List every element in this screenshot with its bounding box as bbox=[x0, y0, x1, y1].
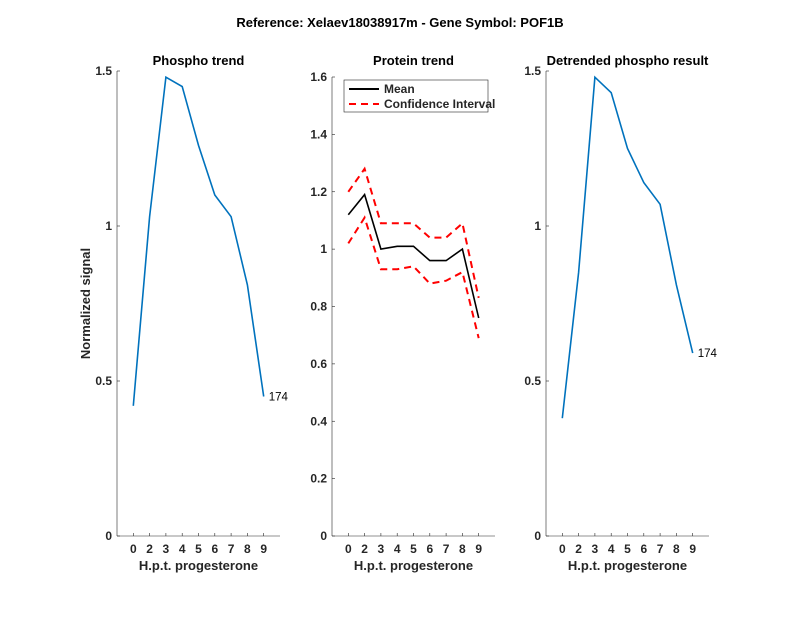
x-tick-label: 8 bbox=[244, 542, 251, 556]
y-tick-label: 1 bbox=[105, 219, 112, 233]
x-tick-label: 6 bbox=[640, 542, 647, 556]
x-tick-label: 2 bbox=[361, 542, 368, 556]
y-tick-label: 1 bbox=[320, 242, 327, 256]
x-tick-label: 6 bbox=[211, 542, 218, 556]
y-tick-label: 0 bbox=[534, 529, 541, 543]
legend-label: Confidence Interval bbox=[384, 97, 495, 111]
x-tick-label: 3 bbox=[163, 542, 170, 556]
x-tick-label: 9 bbox=[475, 542, 482, 556]
series-line-2 bbox=[347, 166, 480, 299]
x-axis-label: H.p.t. progesterone bbox=[139, 558, 258, 573]
x-tick-label: 0 bbox=[345, 542, 352, 556]
x-tick-label: 9 bbox=[260, 542, 267, 556]
panel-3: 00.511.50 2 3 4 5 6 7 8 9H.p.t. progesteroneDetr… bbox=[524, 53, 717, 573]
x-tick-label: 8 bbox=[459, 542, 466, 556]
x-tick-label: 5 bbox=[410, 542, 417, 556]
x-tick-label: 7 bbox=[657, 542, 664, 556]
y-tick-label: 0.5 bbox=[95, 374, 112, 388]
x-tick-label: 4 bbox=[179, 542, 186, 556]
y-tick-label: 0.5 bbox=[524, 374, 541, 388]
panel-title: Phospho trend bbox=[153, 53, 245, 68]
figure-title: Reference: Xelaev18038917m - Gene Symbol… bbox=[236, 15, 563, 30]
y-tick-label: 0.4 bbox=[310, 414, 327, 428]
x-tick-label: 5 bbox=[195, 542, 202, 556]
y-tick-label: 0.8 bbox=[310, 300, 327, 314]
x-tick-label: 2 bbox=[575, 542, 582, 556]
x-tick-label: 0 bbox=[130, 542, 137, 556]
x-tick-label: 4 bbox=[394, 542, 401, 556]
x-tick-label: 5 bbox=[624, 542, 631, 556]
legend-box bbox=[343, 79, 489, 113]
x-axis-label: H.p.t. progesterone bbox=[354, 558, 473, 573]
x-axis-label: H.p.t. progesterone bbox=[568, 558, 687, 573]
panel-title: Protein trend bbox=[373, 53, 454, 68]
x-tick-label: 3 bbox=[592, 542, 599, 556]
y-tick-label: 0.6 bbox=[310, 357, 327, 371]
x-tick-label: 9 bbox=[689, 542, 696, 556]
y-tick-label: 1.4 bbox=[310, 127, 327, 141]
series-annotation: 174 bbox=[698, 348, 718, 360]
series-line-1 bbox=[561, 75, 694, 419]
y-tick-label: 1.6 bbox=[310, 70, 327, 84]
x-tick-label: 7 bbox=[443, 542, 450, 556]
series-line-1 bbox=[347, 192, 480, 319]
x-tick-label: 8 bbox=[673, 542, 680, 556]
y-tick-label: 0 bbox=[105, 529, 112, 543]
panel-1: 00.511.50 2 3 4 5 6 7 8 9H.p.t. progesteroneNorm… bbox=[78, 53, 288, 573]
y-tick-label: 1.2 bbox=[310, 185, 327, 199]
x-tick-label: 2 bbox=[146, 542, 153, 556]
series-annotation: 174 bbox=[269, 392, 289, 404]
y-tick-label: 1 bbox=[534, 219, 541, 233]
panel-title: Detrended phospho result bbox=[547, 53, 709, 68]
x-tick-label: 4 bbox=[608, 542, 615, 556]
legend-label: Mean bbox=[384, 82, 415, 96]
y-tick-label: 1.5 bbox=[524, 64, 541, 78]
y-tick-label: 0.2 bbox=[310, 472, 327, 486]
x-tick-label: 0 bbox=[559, 542, 566, 556]
x-tick-label: 6 bbox=[426, 542, 433, 556]
panel-2: 00.20.40.60.811.21.41.60 2 3 4 5 6 7 8 9H.p.t. p… bbox=[310, 53, 495, 573]
x-tick-label: 3 bbox=[378, 542, 385, 556]
y-axis-label: Normalized signal bbox=[78, 248, 93, 359]
y-tick-label: 0 bbox=[320, 529, 327, 543]
x-tick-label: 7 bbox=[228, 542, 235, 556]
series-line-1 bbox=[132, 75, 265, 406]
y-tick-label: 1.5 bbox=[95, 64, 112, 78]
series-line-3 bbox=[347, 215, 480, 339]
